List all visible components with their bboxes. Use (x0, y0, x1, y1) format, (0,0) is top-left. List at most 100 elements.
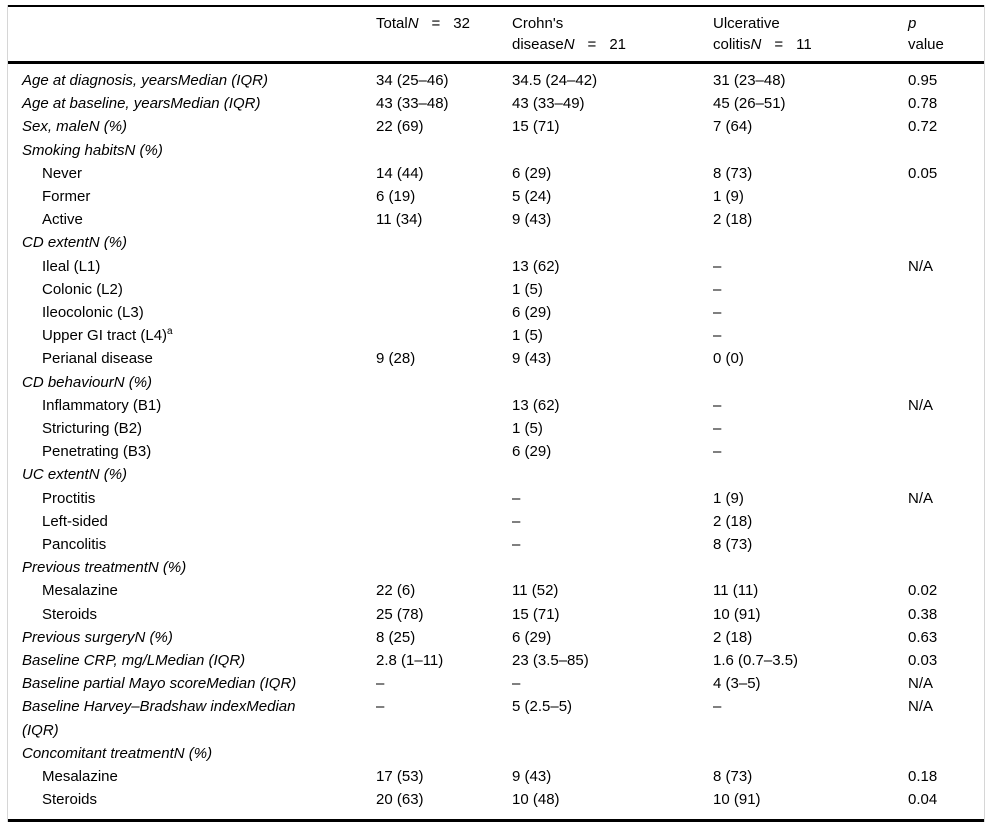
row-label: Ileal (L1) (8, 255, 376, 278)
cell-ulcerative: 10 (91) (713, 605, 761, 623)
cell-crohns: 34.5 (24–42) (512, 72, 598, 89)
row-label: Colonic (L2) (8, 278, 376, 301)
cell-total: – (376, 675, 385, 693)
cell-p-value (908, 208, 984, 231)
cell-ulcerative: 4 (3–5) (713, 675, 761, 693)
table-row: Steroids 20 (63) 10 (48) 10 (91) 0.04 (8, 788, 984, 820)
cell-p-value (908, 742, 984, 765)
cell-total: 22 (6) (376, 582, 416, 600)
table-row: Former 6 (19) 5 (24) 1 (9) (8, 185, 984, 208)
cell-total: 8 (25) (376, 628, 416, 646)
row-label: Baseline Harvey–Bradshaw indexMedian (IQ… (8, 695, 376, 741)
row-label: Previous surgeryN (%) (8, 626, 376, 649)
cell-crohns (512, 139, 713, 162)
cell-p-value (908, 185, 984, 208)
row-label-text: Mesalazine (42, 768, 118, 786)
cell-crohns: 43 (33–49) (512, 95, 585, 113)
row-label-text: Left-sided (42, 512, 108, 530)
cell-crohns: 9 (43) (512, 768, 552, 786)
table-row: Steroids 25 (78) 15 (71) 10 (91) 0.38 (8, 603, 984, 626)
table-row: Active 11 (34) 9 (43) 2 (18) (8, 208, 984, 231)
table-row: Stricturing (B2) 1 (5) – (8, 417, 984, 440)
cell-crohns (512, 463, 713, 486)
header-total-n: N (407, 15, 419, 32)
cell-total (376, 556, 512, 579)
header-total: TotalN = 32 (376, 6, 512, 63)
cell-p-value: N/A (908, 698, 934, 716)
cell-p-value: 0.02 (908, 582, 938, 600)
table-row: Baseline partial Mayo scoreMedian (IQR) –… (8, 672, 984, 695)
row-label: Age at diagnosis, yearsMedian (IQR) (8, 63, 376, 93)
row-label: Steroids (8, 788, 376, 820)
table-row: Baseline CRP, mg/LMedian (IQR) 2.8 (1–11)… (8, 649, 984, 672)
cell-p-value (908, 556, 984, 579)
row-label: Inflammatory (B1) (8, 394, 376, 417)
row-label: Upper GI tract (L4)a (8, 324, 376, 347)
table-row: Mesalazine 22 (6) 11 (52) 11 (11) 0.02 (8, 579, 984, 602)
cell-p-value (908, 301, 984, 324)
cell-ulcerative (713, 463, 908, 486)
header-p-rest: value (908, 36, 944, 53)
cell-p-value (908, 510, 984, 533)
cell-crohns: – (512, 512, 521, 530)
cell-total: 6 (19) (376, 188, 416, 206)
row-label: Steroids (8, 603, 376, 626)
row-label-text: CD extentN (%) (22, 234, 128, 252)
row-label-text: Age at diagnosis, yearsMedian (IQR) (22, 72, 268, 89)
header-total-equals: = (431, 15, 441, 32)
cell-ulcerative: 31 (23–48) (713, 72, 786, 89)
cell-ulcerative: 2 (18) (713, 512, 753, 530)
header-total-label: Total (376, 15, 408, 32)
row-label-text: Perianal disease (42, 350, 153, 368)
cell-ulcerative (713, 139, 908, 162)
cell-ulcerative: 1.6 (0.7–3.5) (713, 652, 799, 670)
header-crohns-count: 21 (609, 36, 626, 53)
header-total-count: 32 (453, 15, 470, 32)
cell-total: 20 (63) (376, 791, 424, 809)
cell-p-value (908, 278, 984, 301)
row-label: Previous treatmentN (%) (8, 556, 376, 579)
table-row: Colonic (L2) 1 (5) – (8, 278, 984, 301)
table-row: Previous surgeryN (%) 8 (25) 6 (29) 2 (18) 0… (8, 626, 984, 649)
row-label: UC extentN (%) (8, 463, 376, 486)
table-row: Mesalazine 17 (53) 9 (43) 8 (73) 0.18 (8, 765, 984, 788)
table-row: Upper GI tract (L4)a 1 (5) – (8, 324, 984, 347)
table-row: CD behaviourN (%) (8, 371, 984, 394)
cell-total: 9 (28) (376, 350, 416, 368)
cell-ulcerative: 2 (18) (713, 211, 753, 229)
table-row: Previous treatmentN (%) (8, 556, 984, 579)
table-row: Smoking habitsN (%) (8, 139, 984, 162)
cell-p-value: N/A (908, 675, 934, 693)
cell-total (376, 231, 512, 254)
cell-total: 11 (34) (376, 211, 423, 229)
cell-p-value (908, 463, 984, 486)
row-label: Perianal disease (8, 347, 376, 370)
cell-total (376, 742, 512, 765)
cell-ulcerative: 7 (64) (713, 118, 753, 136)
cell-ulcerative: – (713, 280, 722, 298)
row-label: Former (8, 185, 376, 208)
cell-crohns: 5 (24) (512, 188, 552, 206)
cell-ulcerative: – (713, 420, 722, 438)
row-label-text: Never (42, 164, 83, 182)
cell-crohns (512, 556, 713, 579)
cell-ulcerative: – (713, 396, 722, 414)
row-label-text: Steroids (42, 605, 98, 623)
cell-p-value (908, 139, 984, 162)
cell-crohns: 9 (43) (512, 211, 552, 229)
table-row: Age at baseline, yearsMedian (IQR) 43 (33… (8, 92, 984, 115)
cell-crohns: 13 (62) (512, 257, 560, 275)
cell-ulcerative: 11 (11) (713, 582, 759, 600)
header-crohns-label: Crohn's disease (512, 15, 564, 53)
header-ulcerative: Ulcerative colitisN = 11 (713, 6, 908, 63)
cell-ulcerative: 8 (73) (713, 536, 753, 554)
cell-total: – (376, 698, 385, 716)
cell-crohns: 11 (52) (512, 582, 559, 600)
cell-ulcerative: 1 (9) (713, 188, 744, 206)
cell-ulcerative (713, 231, 908, 254)
row-label: Left-sided (8, 510, 376, 533)
cell-p-value (908, 533, 984, 556)
cell-ulcerative: – (713, 304, 722, 322)
table-row: Perianal disease 9 (28) 9 (43) 0 (0) (8, 347, 984, 370)
table-row: Ileal (L1) 13 (62) – N/A (8, 255, 984, 278)
